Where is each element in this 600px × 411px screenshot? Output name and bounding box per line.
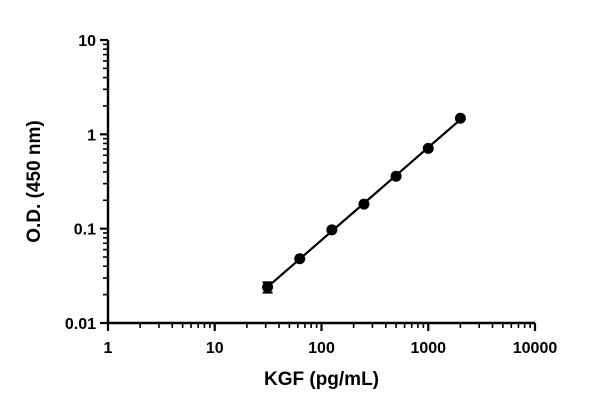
data-point (326, 224, 338, 236)
y-tick-label: 0.1 (74, 222, 96, 239)
y-tick-label: 1 (87, 127, 96, 144)
tick-labels: 1 10 100 1000 10000 0.01 0.1 1 10 (65, 33, 557, 357)
x-tick-label: 1000 (410, 340, 446, 357)
data-point (454, 112, 466, 124)
y-tick-label: 0.01 (65, 316, 96, 333)
x-tick-label: 1 (104, 340, 113, 357)
x-tick-label: 100 (308, 340, 335, 357)
x-axis-title: KGF (pg/mL) (264, 369, 379, 390)
data-point (294, 253, 306, 265)
y-axis-title: O.D. (450 nm) (24, 120, 45, 242)
axes (106, 40, 535, 325)
minor-ticks (103, 43, 531, 328)
data-point (262, 281, 274, 293)
series-layer (262, 112, 466, 294)
data-point (422, 142, 434, 154)
x-tick-label: 10 (206, 340, 224, 357)
major-ticks (100, 38, 537, 331)
x-tick-label: 10000 (513, 340, 558, 357)
y-tick-label: 10 (78, 33, 96, 50)
data-point (358, 198, 370, 210)
data-point (390, 170, 402, 182)
